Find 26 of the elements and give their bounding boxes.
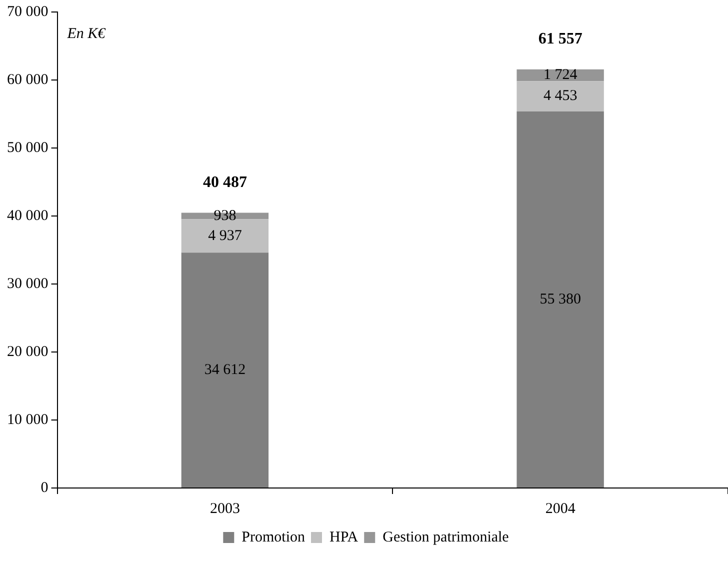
total-label: 40 487 [202, 174, 247, 191]
x-tick-label: 2004 [545, 500, 576, 517]
y-tick-label: 60 000 [7, 72, 48, 88]
data-label: 4 937 [208, 228, 242, 244]
x-tick-label: 2003 [210, 500, 240, 517]
data-label: 938 [214, 208, 236, 224]
data-label: 4 453 [543, 88, 578, 104]
y-tick-label: 30 000 [7, 276, 48, 292]
y-tick-label: 0 [40, 480, 48, 496]
annotation: En K€ [66, 26, 107, 42]
data-label: 34 612 [204, 362, 246, 378]
y-tick-label: 70 000 [7, 4, 48, 20]
y-tick-label: 50 000 [7, 140, 48, 156]
data-label: 1 724 [543, 67, 578, 84]
y-tick-label: 10 000 [7, 412, 48, 428]
bar [181, 219, 269, 253]
bar [516, 81, 604, 112]
legend-label: Promotion [242, 529, 306, 546]
legend-label: Gestion patrimoniale [382, 529, 510, 546]
total-label: 61 557 [538, 30, 582, 48]
y-tick-label: 20 000 [7, 344, 48, 360]
legend-label: HPA [329, 529, 358, 546]
bar [181, 252, 269, 488]
bar [516, 111, 604, 488]
data-label: 55 380 [540, 291, 581, 308]
y-tick-label: 40 000 [7, 208, 48, 224]
